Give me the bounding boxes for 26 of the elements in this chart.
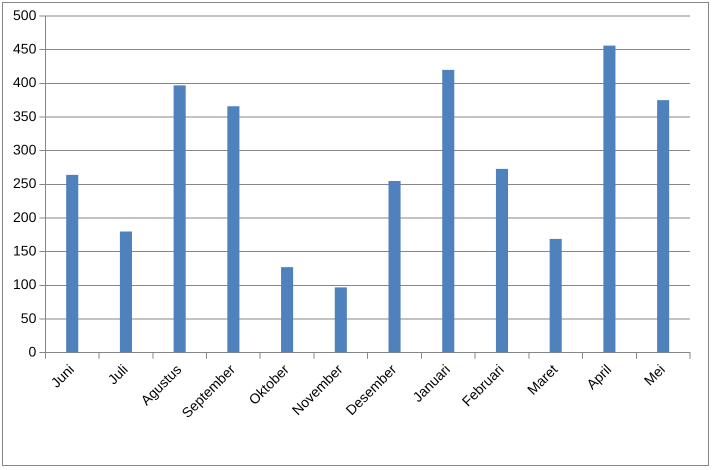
bar — [442, 70, 454, 352]
y-tick-label: 450 — [13, 40, 37, 57]
y-tick-label: 400 — [13, 74, 37, 90]
bar — [227, 106, 240, 352]
bar — [657, 100, 670, 352]
y-tick-label: 300 — [13, 142, 37, 158]
x-tick-label: Juli — [104, 361, 131, 388]
x-tick-label: Mei — [640, 361, 668, 388]
bar — [388, 180, 401, 352]
y-tick-label: 100 — [13, 276, 37, 292]
y-tick-label: 0 — [28, 344, 37, 360]
bar — [334, 287, 347, 352]
bar — [496, 168, 508, 352]
y-tick-label: 200 — [13, 208, 37, 225]
y-tick-label: 150 — [13, 242, 37, 259]
bar — [174, 85, 186, 352]
y-tick-label: 250 — [13, 175, 37, 192]
bar — [66, 174, 78, 352]
bar — [120, 231, 132, 352]
x-tick-label: Juni — [48, 361, 78, 391]
y-tick-label: 500 — [13, 6, 37, 23]
y-tick-label: 50 — [20, 310, 37, 326]
bar — [281, 267, 294, 352]
y-tick-label: 350 — [13, 108, 37, 124]
bar — [550, 238, 562, 352]
bar — [603, 46, 616, 352]
